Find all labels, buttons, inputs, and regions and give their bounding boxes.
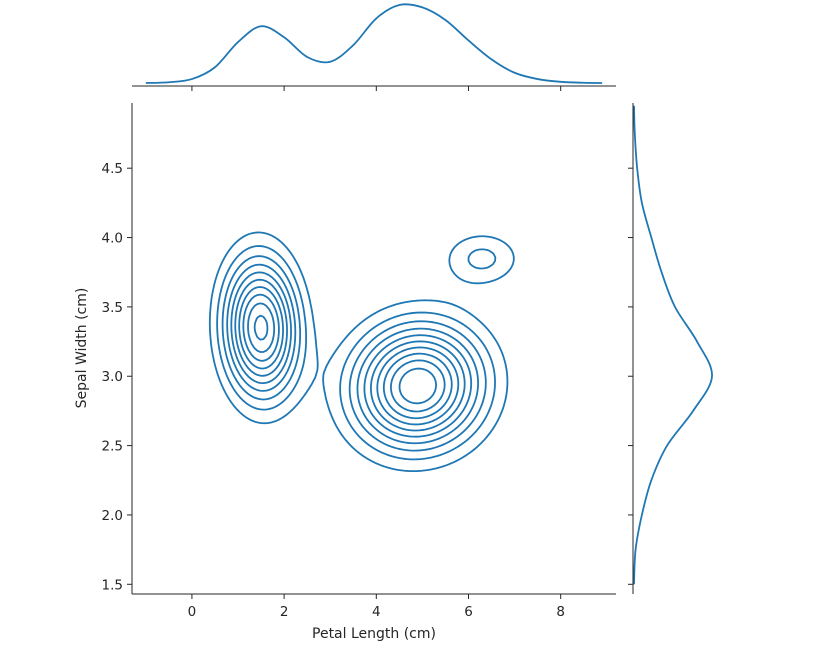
top-marginal-kde-line [145,3,603,84]
kde-contour-line [363,334,473,438]
kde-contour-line [238,286,284,370]
kde-contour-line [390,359,446,413]
axes [131,85,634,595]
joint-kde-contours [208,231,515,473]
kde-contour-line [369,340,466,432]
kde-contour-line [242,293,280,362]
kde-contour-line [448,235,515,285]
x-tick-label: 2 [280,604,289,620]
kde-contour-line [322,299,509,473]
y-ticks: 1.5 2.0 2.5 3.0 3.5 4.0 4.5 [102,161,633,593]
y-tick-label: 2.0 [102,508,123,524]
kde-contour-line [348,320,487,452]
kde-contour-line [216,245,308,411]
y-axis-label: Sepal Width (cm) [74,288,90,409]
right-marginal-kde-line [633,105,713,585]
kde-contour-line [208,231,319,425]
kde-contour-line [467,248,497,270]
top-marginal-kde [145,3,603,84]
x-tick-label: 0 [188,604,197,620]
kde-contour-line [230,271,292,385]
kde-contour-line [247,302,276,353]
kde-contour-line [253,314,269,341]
kde-contour-line [398,367,437,405]
kde-contour-line [221,255,302,401]
kde-contour-line [382,352,453,420]
x-axis-label: Petal Length (cm) [312,626,436,642]
x-tick-label: 4 [372,604,381,620]
kde-contour-line [234,278,288,377]
x-tick-label: 8 [556,604,565,620]
y-tick-label: 4.0 [102,231,123,247]
kde-contour-line [376,346,460,426]
y-tick-label: 4.5 [102,161,123,177]
right-marginal-kde [633,105,713,585]
y-tick-label: 2.5 [102,439,123,455]
kde-contour-line [226,263,297,392]
kde-contour-line [339,311,496,461]
y-tick-label: 1.5 [102,577,123,593]
x-tick-label: 6 [464,604,473,620]
y-tick-label: 3.0 [102,369,123,385]
kde-contour-line [356,327,479,445]
y-tick-label: 3.5 [102,300,123,316]
x-ticks: 0 2 4 6 8 [188,86,565,620]
